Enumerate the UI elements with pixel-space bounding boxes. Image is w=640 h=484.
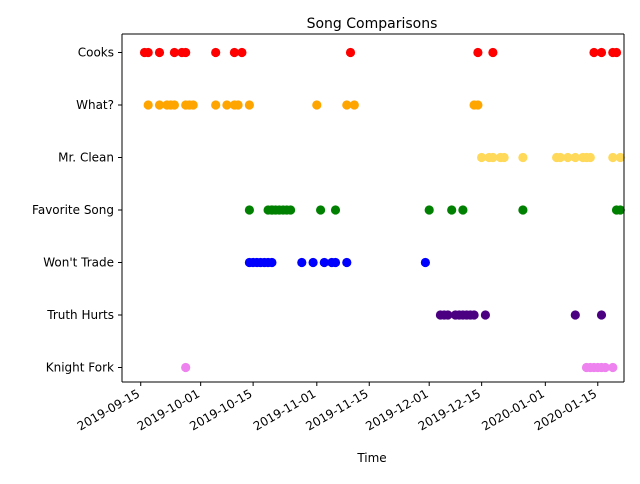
data-point (181, 362, 191, 373)
y-tick-label: Won't Trade (43, 256, 114, 270)
data-point (596, 47, 607, 58)
data-point (237, 47, 247, 58)
data-point (596, 310, 607, 320)
data-point (473, 47, 483, 58)
y-tick-label: Cooks (78, 46, 114, 60)
plot-area (139, 47, 625, 373)
data-point (458, 205, 468, 215)
x-tick-label: 2019-09-15 (75, 386, 142, 433)
data-point (563, 152, 573, 163)
x-axis-label: Time (356, 451, 386, 465)
data-point (169, 100, 179, 110)
data-point (469, 310, 479, 320)
data-point (286, 205, 296, 215)
data-point (585, 152, 595, 163)
data-point (316, 205, 326, 215)
data-point (499, 152, 509, 163)
data-point (169, 47, 179, 58)
data-point (608, 362, 618, 373)
data-point (488, 152, 498, 163)
data-point (615, 152, 625, 163)
y-tick-label: Truth Hurts (46, 308, 114, 322)
data-point (615, 205, 625, 215)
data-point (229, 47, 239, 58)
data-point (330, 257, 341, 268)
data-point (308, 257, 318, 268)
data-point (555, 152, 565, 163)
y-tick-label: Favorite Song (32, 203, 114, 217)
data-point (222, 100, 232, 110)
data-point (154, 47, 165, 58)
y-tick-label: Mr. Clean (58, 151, 114, 165)
data-point (211, 100, 221, 110)
data-point (297, 257, 307, 268)
data-point (188, 100, 198, 110)
data-point (608, 152, 618, 163)
data-point (570, 310, 580, 320)
data-point (143, 47, 153, 58)
data-point (447, 205, 457, 215)
data-point (244, 205, 254, 215)
data-point (319, 257, 329, 268)
data-point (589, 47, 599, 58)
data-point (233, 100, 243, 110)
data-point (518, 205, 528, 215)
data-point (611, 47, 622, 58)
data-point (473, 100, 483, 110)
data-point (477, 152, 487, 163)
data-point (480, 310, 490, 320)
data-point (424, 205, 434, 215)
data-point (443, 310, 453, 320)
data-point (181, 47, 191, 58)
data-point (600, 362, 610, 373)
data-point (330, 205, 341, 215)
y-tick-label: Knight Fork (46, 361, 114, 375)
data-point (518, 152, 528, 163)
axes: Cooks What? Mr. Clean Favorite Song Won't Tr… (32, 33, 625, 433)
data-point (244, 100, 254, 110)
chart-title: Song Comparisons (307, 16, 438, 32)
data-point (154, 100, 165, 110)
data-point (267, 257, 277, 268)
data-point (342, 100, 352, 110)
data-point (488, 47, 498, 58)
data-point (143, 100, 153, 110)
data-point (312, 100, 322, 110)
y-tick-label: What? (76, 98, 114, 112)
data-point (342, 257, 352, 268)
data-point (420, 257, 430, 268)
data-point (345, 47, 356, 58)
data-point (570, 152, 580, 163)
data-point (211, 47, 221, 58)
data-point (349, 100, 359, 110)
